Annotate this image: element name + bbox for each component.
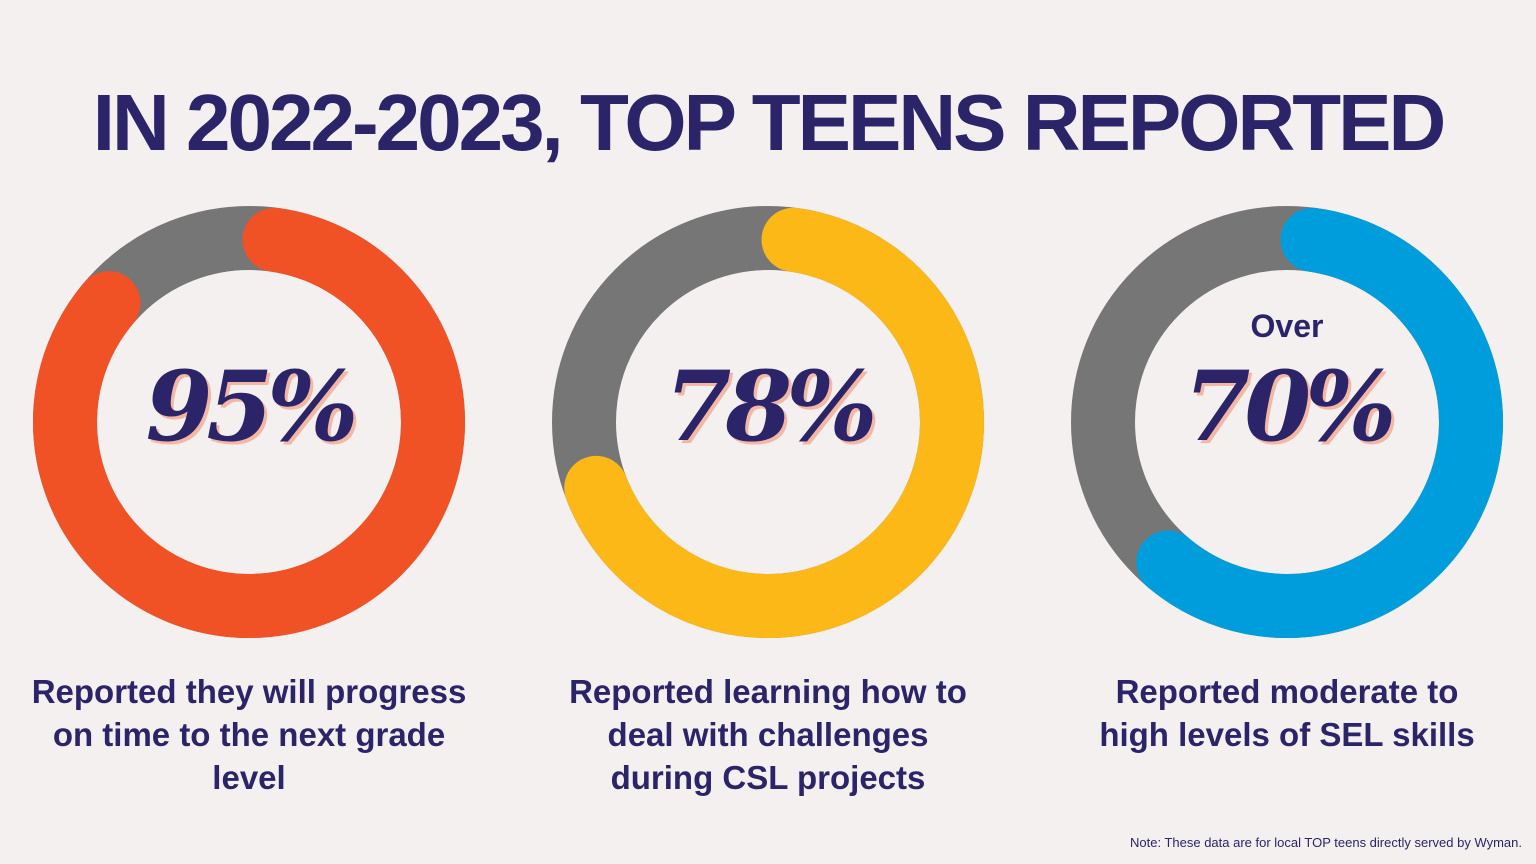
donut-value-arc [552,205,984,638]
donut-prefix-label: Over [1250,308,1324,344]
donut-value-label: 95% [145,350,359,463]
donut-value-label: 78% [664,350,878,463]
donut-caption: Reported moderate to high levels of SEL … [1099,673,1475,753]
donut-value-label: 70% [1183,350,1397,463]
title-text: IN 2022-2023, TOP TEENS REPORTED [92,78,1446,167]
page-title: IN 2022-2023, TOP TEENS REPORTED [0,78,1536,168]
footnote: Note: These data are for local TOP teens… [1130,835,1522,850]
donut-caption: Reported they will progress on time to t… [31,673,467,796]
donut-value-arc [32,205,465,638]
donut-value-arc [1071,205,1503,638]
donut-caption: Reported learning how to deal with chall… [569,673,967,796]
